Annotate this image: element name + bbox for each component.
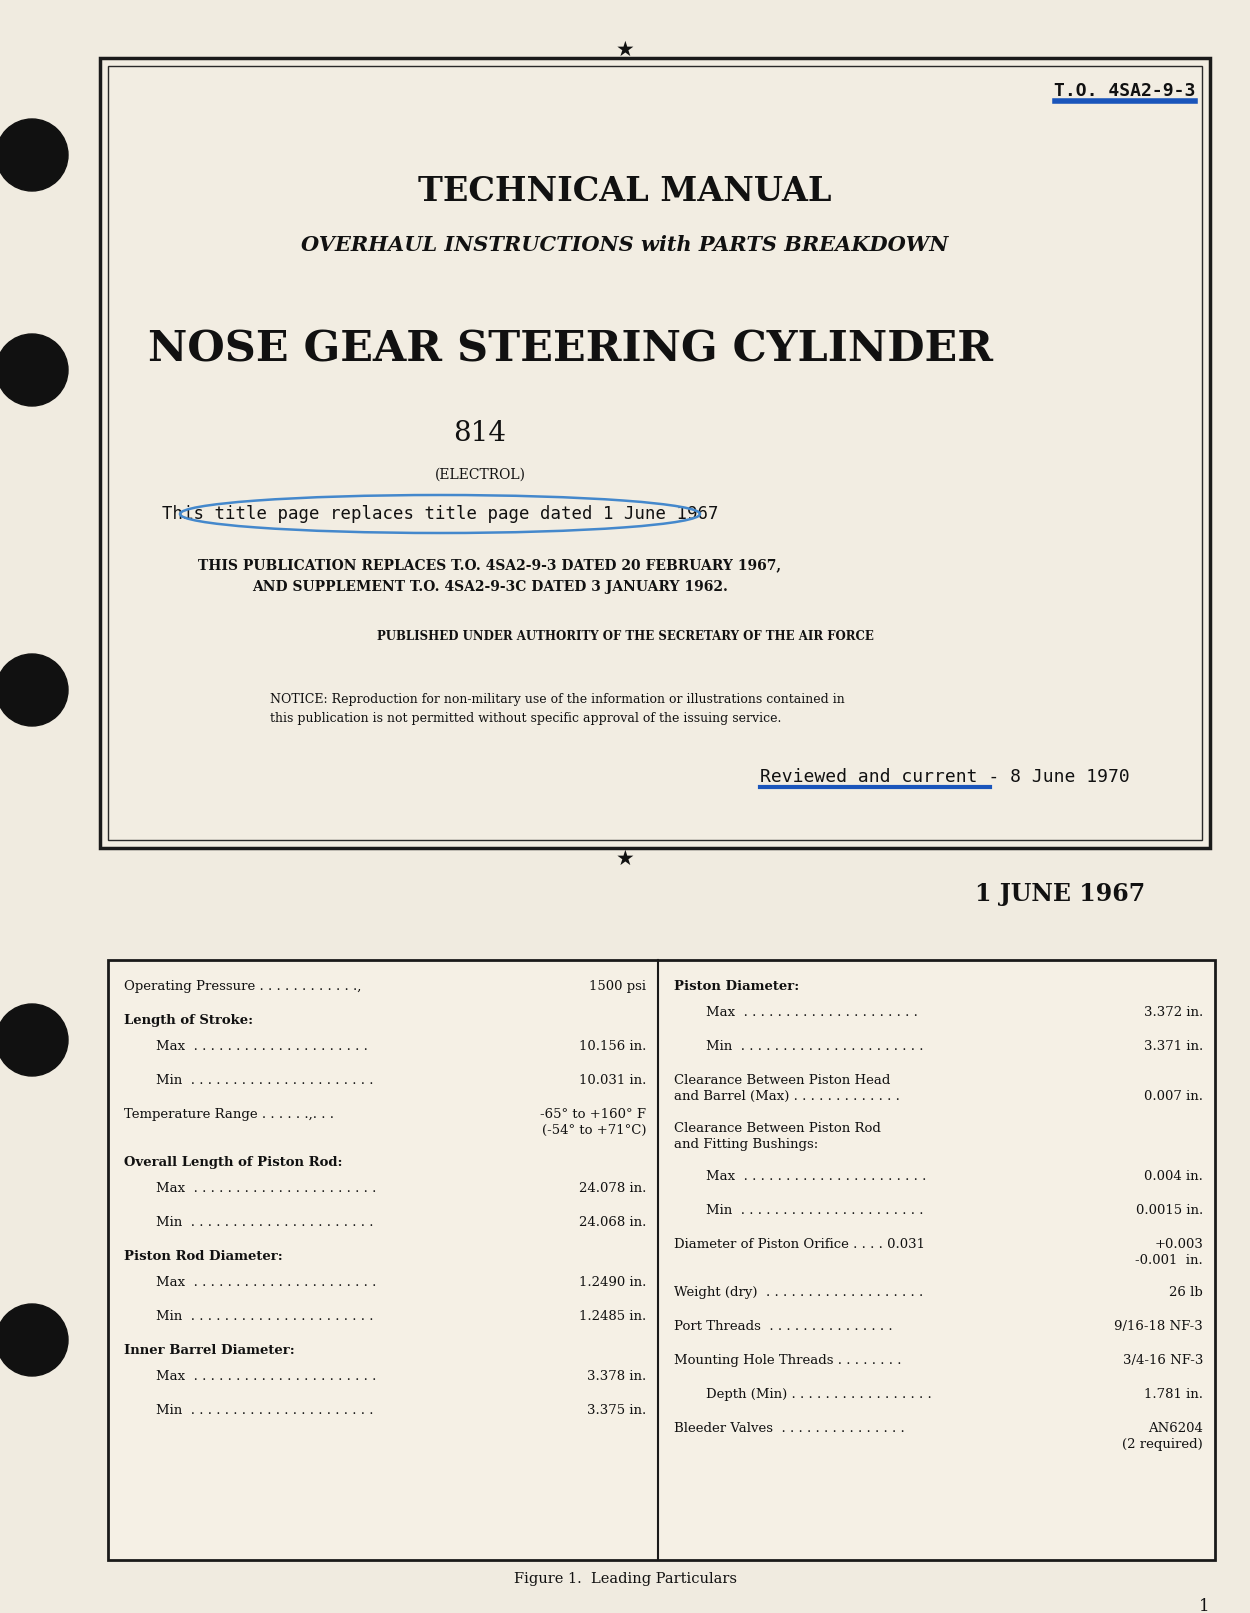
Text: Min  . . . . . . . . . . . . . . . . . . . . . .: Min . . . . . . . . . . . . . . . . . . … bbox=[156, 1310, 374, 1323]
Text: (-54° to +71°C): (-54° to +71°C) bbox=[541, 1124, 646, 1137]
Text: Max  . . . . . . . . . . . . . . . . . . . . . .: Max . . . . . . . . . . . . . . . . . . … bbox=[156, 1276, 376, 1289]
Text: 3.371 in.: 3.371 in. bbox=[1144, 1040, 1202, 1053]
Text: Operating Pressure . . . . . . . . . . . .,: Operating Pressure . . . . . . . . . . .… bbox=[124, 981, 361, 994]
Text: NOTICE: Reproduction for non-military use of the information or illustrations co: NOTICE: Reproduction for non-military us… bbox=[270, 694, 845, 706]
Text: 3.372 in.: 3.372 in. bbox=[1144, 1007, 1202, 1019]
Text: AN6204: AN6204 bbox=[1149, 1423, 1202, 1436]
Text: Inner Barrel Diameter:: Inner Barrel Diameter: bbox=[124, 1344, 295, 1357]
Text: Temperature Range . . . . . .,. . .: Temperature Range . . . . . .,. . . bbox=[124, 1108, 334, 1121]
Text: NOSE GEAR STEERING CYLINDER: NOSE GEAR STEERING CYLINDER bbox=[148, 327, 992, 369]
Text: ★: ★ bbox=[616, 40, 635, 60]
Text: Min  . . . . . . . . . . . . . . . . . . . . . .: Min . . . . . . . . . . . . . . . . . . … bbox=[156, 1403, 374, 1416]
Text: 0.004 in.: 0.004 in. bbox=[1144, 1169, 1202, 1182]
Text: Max  . . . . . . . . . . . . . . . . . . . . . .: Max . . . . . . . . . . . . . . . . . . … bbox=[156, 1182, 376, 1195]
Text: 1.2490 in.: 1.2490 in. bbox=[579, 1276, 646, 1289]
Text: 0.0015 in.: 0.0015 in. bbox=[1136, 1203, 1202, 1216]
Text: 3.378 in.: 3.378 in. bbox=[586, 1369, 646, 1382]
Text: 9/16-18 NF-3: 9/16-18 NF-3 bbox=[1114, 1319, 1202, 1332]
Text: ★: ★ bbox=[616, 848, 635, 869]
Text: 24.068 in.: 24.068 in. bbox=[579, 1216, 646, 1229]
Text: T.O. 4SA2-9-3: T.O. 4SA2-9-3 bbox=[1054, 82, 1195, 100]
Circle shape bbox=[0, 119, 68, 190]
Text: Weight (dry)  . . . . . . . . . . . . . . . . . . .: Weight (dry) . . . . . . . . . . . . . .… bbox=[674, 1286, 924, 1298]
Text: -65° to +160° F: -65° to +160° F bbox=[540, 1108, 646, 1121]
Text: (ELECTROL): (ELECTROL) bbox=[435, 468, 525, 482]
Text: Piston Rod Diameter:: Piston Rod Diameter: bbox=[124, 1250, 282, 1263]
Bar bbox=[107, 960, 1215, 1560]
Text: 24.078 in.: 24.078 in. bbox=[579, 1182, 646, 1195]
Text: Clearance Between Piston Rod: Clearance Between Piston Rod bbox=[674, 1123, 881, 1136]
Text: Depth (Min) . . . . . . . . . . . . . . . . .: Depth (Min) . . . . . . . . . . . . . . … bbox=[706, 1389, 931, 1402]
Text: Min  . . . . . . . . . . . . . . . . . . . . . .: Min . . . . . . . . . . . . . . . . . . … bbox=[156, 1216, 374, 1229]
Text: Min  . . . . . . . . . . . . . . . . . . . . . .: Min . . . . . . . . . . . . . . . . . . … bbox=[706, 1203, 924, 1216]
Text: Overall Length of Piston Rod:: Overall Length of Piston Rod: bbox=[124, 1157, 342, 1169]
Text: Max  . . . . . . . . . . . . . . . . . . . . . .: Max . . . . . . . . . . . . . . . . . . … bbox=[706, 1169, 926, 1182]
Text: TECHNICAL MANUAL: TECHNICAL MANUAL bbox=[419, 174, 831, 208]
Text: and Fitting Bushings:: and Fitting Bushings: bbox=[674, 1139, 819, 1152]
Text: PUBLISHED UNDER AUTHORITY OF THE SECRETARY OF THE AIR FORCE: PUBLISHED UNDER AUTHORITY OF THE SECRETA… bbox=[376, 631, 874, 644]
Text: 3/4-16 NF-3: 3/4-16 NF-3 bbox=[1122, 1353, 1202, 1366]
Text: 10.156 in.: 10.156 in. bbox=[579, 1040, 646, 1053]
Circle shape bbox=[0, 653, 68, 726]
Text: Min  . . . . . . . . . . . . . . . . . . . . . .: Min . . . . . . . . . . . . . . . . . . … bbox=[706, 1040, 924, 1053]
Bar bbox=[100, 58, 1210, 848]
Text: and Barrel (Max) . . . . . . . . . . . . .: and Barrel (Max) . . . . . . . . . . . .… bbox=[674, 1090, 900, 1103]
Text: AND SUPPLEMENT T.O. 4SA2-9-3C DATED 3 JANUARY 1962.: AND SUPPLEMENT T.O. 4SA2-9-3C DATED 3 JA… bbox=[253, 581, 728, 594]
Text: 10.031 in.: 10.031 in. bbox=[579, 1074, 646, 1087]
Text: Figure 1.  Leading Particulars: Figure 1. Leading Particulars bbox=[514, 1573, 736, 1586]
Text: OVERHAUL INSTRUCTIONS with PARTS BREAKDOWN: OVERHAUL INSTRUCTIONS with PARTS BREAKDO… bbox=[301, 235, 949, 255]
Text: Port Threads  . . . . . . . . . . . . . . .: Port Threads . . . . . . . . . . . . . .… bbox=[674, 1319, 892, 1332]
Circle shape bbox=[0, 1303, 68, 1376]
Text: 1: 1 bbox=[1200, 1598, 1210, 1613]
Text: Max  . . . . . . . . . . . . . . . . . . . . .: Max . . . . . . . . . . . . . . . . . . … bbox=[706, 1007, 918, 1019]
Text: this publication is not permitted without specific approval of the issuing servi: this publication is not permitted withou… bbox=[270, 711, 781, 724]
Text: Mounting Hole Threads . . . . . . . .: Mounting Hole Threads . . . . . . . . bbox=[674, 1353, 901, 1366]
Bar bbox=[107, 66, 1202, 840]
Circle shape bbox=[0, 334, 68, 406]
Text: THIS PUBLICATION REPLACES T.O. 4SA2-9-3 DATED 20 FEBRUARY 1967,: THIS PUBLICATION REPLACES T.O. 4SA2-9-3 … bbox=[199, 558, 781, 573]
Circle shape bbox=[0, 1003, 68, 1076]
Text: Bleeder Valves  . . . . . . . . . . . . . . .: Bleeder Valves . . . . . . . . . . . . .… bbox=[674, 1423, 905, 1436]
Text: +0.003: +0.003 bbox=[1154, 1239, 1202, 1252]
Text: 1.2485 in.: 1.2485 in. bbox=[579, 1310, 646, 1323]
Text: Piston Diameter:: Piston Diameter: bbox=[674, 981, 799, 994]
Text: Length of Stroke:: Length of Stroke: bbox=[124, 1015, 252, 1027]
Text: 26 lb: 26 lb bbox=[1169, 1286, 1202, 1298]
Text: This title page replaces title page dated 1 June 1967: This title page replaces title page date… bbox=[161, 505, 719, 523]
Text: 1.781 in.: 1.781 in. bbox=[1144, 1389, 1202, 1402]
Text: 3.375 in.: 3.375 in. bbox=[586, 1403, 646, 1416]
Text: 0.007 in.: 0.007 in. bbox=[1144, 1090, 1202, 1103]
Text: Reviewed and current - 8 June 1970: Reviewed and current - 8 June 1970 bbox=[760, 768, 1130, 786]
Text: (2 required): (2 required) bbox=[1122, 1439, 1202, 1452]
Text: Diameter of Piston Orifice . . . . 0.031: Diameter of Piston Orifice . . . . 0.031 bbox=[674, 1239, 925, 1252]
Text: Clearance Between Piston Head: Clearance Between Piston Head bbox=[674, 1074, 890, 1087]
Text: Max  . . . . . . . . . . . . . . . . . . . . . .: Max . . . . . . . . . . . . . . . . . . … bbox=[156, 1369, 376, 1382]
Text: Max  . . . . . . . . . . . . . . . . . . . . .: Max . . . . . . . . . . . . . . . . . . … bbox=[156, 1040, 368, 1053]
Text: 1 JUNE 1967: 1 JUNE 1967 bbox=[975, 882, 1145, 907]
Text: 814: 814 bbox=[454, 419, 506, 447]
Text: 1500 psi: 1500 psi bbox=[589, 981, 646, 994]
Text: -0.001  in.: -0.001 in. bbox=[1135, 1253, 1202, 1266]
Text: Min  . . . . . . . . . . . . . . . . . . . . . .: Min . . . . . . . . . . . . . . . . . . … bbox=[156, 1074, 374, 1087]
